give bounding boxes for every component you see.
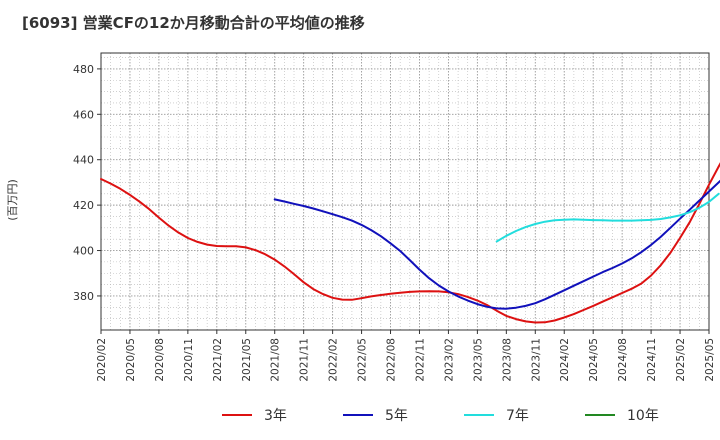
- x-tick-label: 2021/02: [212, 338, 224, 382]
- x-tick-label: 2023/11: [530, 338, 542, 382]
- x-tick-label: 2024/05: [588, 338, 600, 382]
- y-tick-label: 420: [73, 199, 94, 212]
- chart-title: [6093] 営業CFの12か月移動合計の平均値の推移: [22, 14, 365, 32]
- legend-label-4: 10年: [627, 408, 659, 424]
- plot-area: [101, 53, 709, 330]
- series-lines: [100, 162, 720, 324]
- x-tick-label: 2023/05: [472, 338, 484, 382]
- y-tick-label: 440: [73, 154, 94, 167]
- y-tick-label: 400: [73, 245, 94, 258]
- x-tick-label: 2025/05: [704, 338, 716, 382]
- axes: 380 400 420 440 460 480 2020/02 2020/05 2020/08 2…: [73, 52, 716, 382]
- y-tick-label: 380: [73, 290, 94, 303]
- series-line-2: [273, 179, 720, 310]
- x-tick-label: 2020/05: [125, 338, 137, 382]
- x-tick-label: 2022/08: [386, 338, 398, 382]
- x-tick-label: 2021/05: [241, 338, 253, 382]
- x-tick-label: 2020/11: [183, 338, 195, 382]
- y-tick-label: 460: [73, 108, 94, 121]
- x-tick-label: 2023/02: [443, 338, 455, 382]
- x-tick-label: 2022/05: [357, 338, 369, 382]
- x-tick-label: 2020/02: [96, 338, 108, 382]
- x-tick-label: 2021/08: [270, 338, 282, 382]
- x-tick-label: 2024/08: [617, 338, 629, 382]
- y-tick-label: 480: [73, 63, 94, 76]
- x-tick-label: 2023/08: [501, 338, 513, 382]
- x-tick-label: 2022/02: [328, 338, 340, 382]
- x-tick-label: 2024/11: [646, 338, 658, 382]
- legend: 3年 5年 7年 10年: [222, 408, 659, 424]
- x-tick-label: 2022/11: [414, 338, 426, 382]
- legend-label-3: 7年: [506, 408, 529, 424]
- x-tick-label: 2025/02: [675, 338, 687, 382]
- series-line-3: [495, 192, 720, 243]
- legend-label-1: 3年: [264, 408, 287, 424]
- x-tick-label: 2024/02: [559, 338, 571, 382]
- legend-label-2: 5年: [385, 408, 408, 424]
- series-line-1: [100, 162, 720, 324]
- x-tick-label: 2021/11: [299, 338, 311, 382]
- x-tick-label: 2020/08: [154, 338, 166, 382]
- y-axis-label: (百万円): [6, 179, 19, 221]
